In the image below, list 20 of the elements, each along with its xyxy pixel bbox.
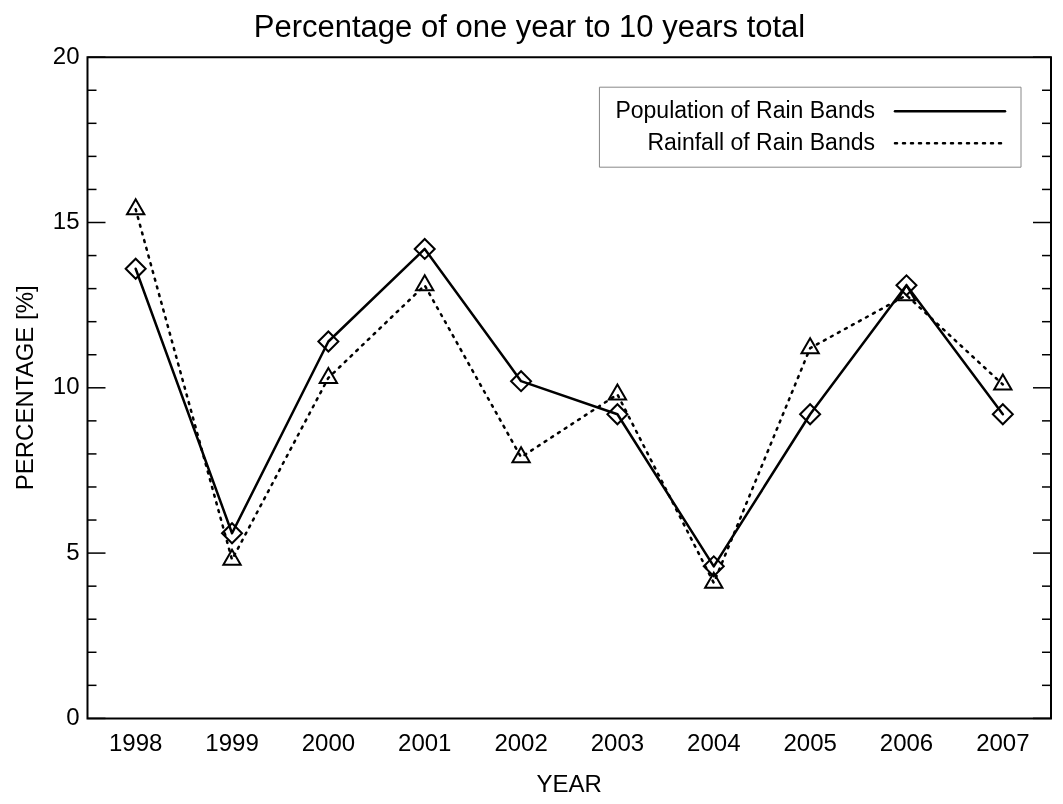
legend-label: Population of Rain Bands bbox=[615, 96, 875, 123]
x-tick-label: 2005 bbox=[783, 729, 837, 757]
y-axis-title: PERCENTAGE [%] bbox=[11, 285, 39, 491]
y-tick-label: 20 bbox=[52, 41, 80, 69]
legend-label: Rainfall of Rain Bands bbox=[647, 128, 875, 155]
y-tick-label: 10 bbox=[52, 372, 80, 400]
x-tick-label: 2004 bbox=[687, 729, 741, 757]
x-tick-label: 2003 bbox=[590, 729, 645, 757]
x-tick-label: 2007 bbox=[976, 729, 1030, 757]
x-tick-label: 1999 bbox=[205, 729, 259, 757]
chart-title: Percentage of one year to 10 years total bbox=[253, 9, 806, 45]
x-tick-label: 1998 bbox=[108, 729, 163, 757]
x-tick-label: 2002 bbox=[494, 729, 548, 757]
x-axis-title: YEAR bbox=[536, 770, 602, 798]
x-tick-label: 2000 bbox=[301, 729, 356, 757]
y-tick-label: 0 bbox=[66, 703, 80, 731]
x-tick-label: 2001 bbox=[398, 729, 452, 757]
y-tick-label: 15 bbox=[52, 207, 80, 235]
x-tick-label: 2006 bbox=[879, 729, 934, 757]
y-tick-label: 5 bbox=[66, 537, 80, 565]
